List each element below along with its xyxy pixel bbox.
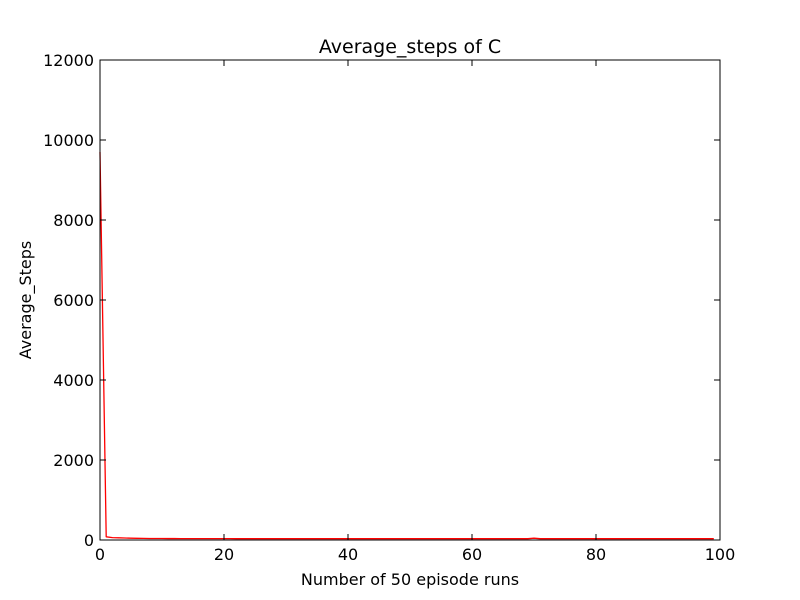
y-tick-label-2000: 2000	[53, 451, 94, 470]
x-tick-label-80: 80	[586, 545, 606, 564]
plot-area: 0 20 40 60 80 100 0 2000 4000 6000 8000 10000 12000	[43, 51, 735, 564]
x-tick-label-20: 20	[214, 545, 234, 564]
x-tick-label-40: 40	[338, 545, 358, 564]
x-tick-label-100: 100	[705, 545, 736, 564]
y-axis-label: Average_Steps	[16, 241, 36, 359]
x-tick-label-60: 60	[462, 545, 482, 564]
x-axis-label: Number of 50 episode runs	[301, 570, 519, 589]
y-tick-label-10000: 10000	[43, 131, 94, 150]
y-tick-label-0: 0	[84, 531, 94, 550]
series-line-0	[99, 151, 714, 540]
y-tick-label-4000: 4000	[53, 371, 94, 390]
x-tick-label-0: 0	[95, 545, 105, 564]
y-tick-label-12000: 12000	[43, 51, 94, 70]
y-tick-label-8000: 8000	[53, 211, 94, 230]
plot-frame	[99, 59, 721, 541]
y-tick-label-6000: 6000	[53, 291, 94, 310]
chart-title: Average_steps of C	[319, 36, 501, 58]
